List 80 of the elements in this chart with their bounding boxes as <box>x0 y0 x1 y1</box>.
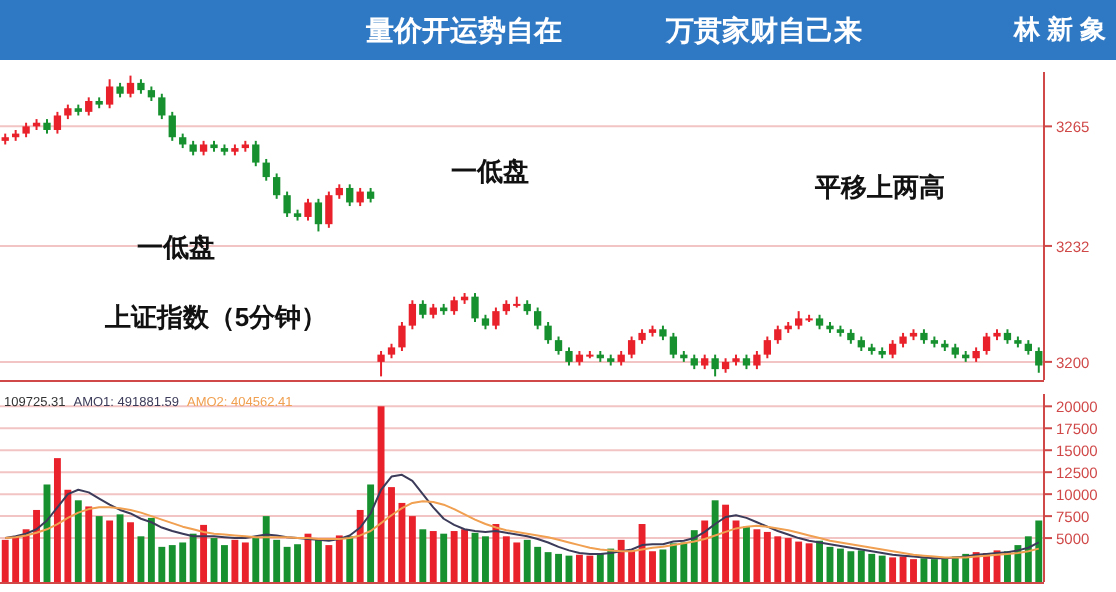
bar <box>722 504 730 582</box>
annotation: 一低盘 <box>137 232 215 262</box>
bar <box>95 516 103 582</box>
candlestick <box>419 299 427 320</box>
annotation: 平移上两高 <box>813 172 945 202</box>
bar <box>701 520 709 582</box>
text: 林 新 象 <box>1011 14 1107 44</box>
candlestick <box>774 324 782 345</box>
bar <box>753 529 761 582</box>
candlestick <box>565 346 573 367</box>
bar <box>200 524 208 582</box>
candlestick <box>304 197 312 222</box>
bar <box>325 545 333 582</box>
candlestick <box>346 183 354 208</box>
candlestick <box>314 197 323 233</box>
annotation: 一低盘 <box>451 156 529 186</box>
bar <box>314 539 322 582</box>
bar <box>429 531 437 582</box>
bar <box>920 558 928 582</box>
candlestick <box>982 331 991 356</box>
candlestick <box>492 306 500 331</box>
candlestick <box>544 321 552 345</box>
bar <box>805 543 813 582</box>
bar <box>335 535 343 582</box>
candlestick <box>408 299 417 331</box>
candlestick <box>53 110 62 135</box>
bar <box>878 555 886 582</box>
bar <box>116 514 124 582</box>
bar <box>711 500 719 582</box>
bar <box>241 542 249 582</box>
annotation: 上证指数（5分钟） <box>102 302 328 332</box>
bar <box>743 526 750 582</box>
bar <box>346 536 354 582</box>
candlestick <box>888 339 897 360</box>
candlestick <box>398 321 406 353</box>
bar <box>659 549 667 582</box>
bar <box>252 538 260 582</box>
bar <box>367 484 375 582</box>
bar <box>106 520 114 582</box>
bar <box>492 524 500 582</box>
candlestick <box>669 331 678 360</box>
bar <box>889 557 897 582</box>
bar <box>356 509 364 582</box>
bar <box>419 529 427 582</box>
bar <box>74 500 82 582</box>
candlestick <box>627 335 636 360</box>
candlestick <box>325 190 333 229</box>
candlestick <box>85 96 93 117</box>
line-series <box>4 473 1040 560</box>
candlestick <box>158 92 166 121</box>
line-series <box>4 500 1040 559</box>
bar <box>440 533 448 582</box>
candlestick <box>763 335 771 360</box>
bar <box>221 545 228 582</box>
candlestick <box>168 110 176 142</box>
candlestick <box>105 78 114 110</box>
bar <box>85 506 93 582</box>
bar <box>408 516 416 582</box>
bar <box>137 536 145 582</box>
bar <box>690 530 698 582</box>
bar <box>127 522 134 582</box>
candlestick <box>534 306 542 331</box>
candlestick <box>1035 346 1043 374</box>
candlestick <box>273 172 281 200</box>
candlestick <box>471 292 479 324</box>
candlestick <box>262 157 270 182</box>
chart-title: 量价开运势自在 <box>364 14 562 46</box>
candlestick <box>554 335 563 356</box>
candlestick <box>711 353 719 378</box>
candlestick <box>252 139 260 168</box>
bar <box>231 539 239 582</box>
candlestick <box>450 295 458 316</box>
candlestick <box>377 350 385 378</box>
chart-subtitle: 万贯家财自己来 <box>664 14 862 46</box>
bar <box>816 540 823 582</box>
candlestick <box>753 350 761 371</box>
candlestick <box>283 190 291 218</box>
bar <box>482 536 489 582</box>
candlestick <box>126 74 135 99</box>
bar <box>189 533 197 582</box>
